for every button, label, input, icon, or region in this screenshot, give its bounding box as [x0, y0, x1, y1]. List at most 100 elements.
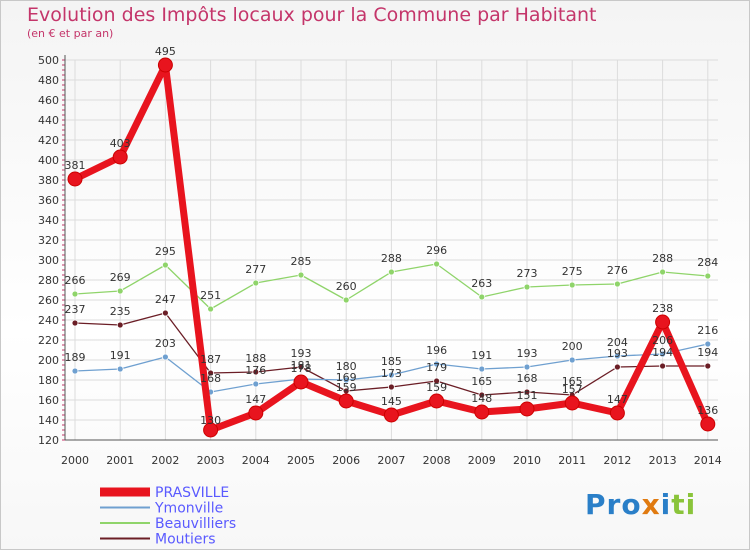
data-label: 216: [697, 324, 718, 337]
x-tick-label: 2002: [151, 454, 179, 467]
x-tick-label: 2001: [106, 454, 134, 467]
data-label: 159: [336, 381, 357, 394]
data-label: 273: [517, 267, 538, 280]
data-point-beauvilliers: [478, 293, 486, 301]
data-point-beauvilliers: [704, 272, 712, 280]
data-point-prasville: [67, 171, 83, 187]
data-point-prasville: [564, 395, 580, 411]
y-tick-label: 200: [38, 354, 59, 367]
data-label: 277: [245, 263, 266, 276]
data-point-ymonville: [387, 371, 395, 379]
x-tick-label: 2006: [332, 454, 360, 467]
data-point-prasville: [655, 314, 671, 330]
data-point-moutiers: [252, 368, 260, 376]
data-point-ymonville: [116, 365, 124, 373]
data-label: 284: [697, 256, 718, 269]
data-label: 148: [471, 392, 492, 405]
data-label: 173: [381, 367, 402, 380]
data-point-moutiers: [614, 363, 621, 371]
x-tick-label: 2003: [197, 454, 225, 467]
x-tick-label: 2014: [694, 454, 722, 467]
chart-subtitle: (en € et par an): [27, 27, 114, 40]
legend-label-beauvilliers: Beauvilliers: [155, 516, 236, 532]
data-point-ymonville: [659, 350, 666, 358]
data-point-moutiers: [207, 369, 215, 377]
data-label: 168: [517, 372, 538, 385]
data-label: 193: [291, 347, 312, 360]
data-point-moutiers: [523, 388, 531, 396]
y-tick-label: 140: [38, 414, 59, 427]
legend-label-prasville: PRASVILLE: [155, 485, 229, 501]
data-label: 191: [110, 349, 131, 362]
data-label: 191: [471, 349, 492, 362]
x-tick-label: 2013: [649, 454, 677, 467]
y-tick-label: 160: [38, 394, 59, 407]
data-point-beauvilliers: [387, 268, 395, 276]
data-point-beauvilliers: [207, 305, 215, 313]
data-label: 147: [245, 393, 266, 406]
data-point-moutiers: [161, 309, 169, 317]
y-tick-label: 300: [38, 254, 59, 267]
data-point-ymonville: [71, 367, 79, 375]
data-label: 178: [291, 362, 312, 375]
data-label: 495: [155, 45, 176, 58]
chart-title: Evolution des Impôts locaux pour la Comm…: [27, 4, 597, 26]
data-point-beauvilliers: [614, 280, 621, 288]
data-point-moutiers: [433, 377, 441, 385]
data-label: 168: [200, 372, 221, 385]
y-tick-label: 220: [38, 334, 59, 347]
y-tick-label: 420: [38, 134, 59, 147]
data-label: 193: [517, 347, 538, 360]
data-label: 193: [607, 347, 628, 360]
x-tick-label: 2004: [242, 454, 270, 467]
data-point-beauvilliers: [71, 290, 79, 298]
y-tick-label: 320: [38, 234, 59, 247]
data-point-prasville: [293, 374, 309, 390]
data-point-beauvilliers: [342, 296, 350, 304]
data-point-ymonville: [568, 356, 576, 364]
data-label: 251: [200, 289, 221, 302]
proxiti-logo: Proxiti: [585, 488, 697, 521]
x-tick-label: 2012: [603, 454, 631, 467]
data-point-moutiers: [387, 383, 395, 391]
data-label: 237: [65, 303, 86, 316]
y-tick-label: 440: [38, 114, 59, 127]
y-tick-label: 180: [38, 374, 59, 387]
y-tick-label: 260: [38, 294, 59, 307]
data-point-ymonville: [478, 365, 486, 373]
x-tick-label: 2005: [287, 454, 315, 467]
data-label: 247: [155, 293, 176, 306]
data-point-moutiers: [659, 362, 666, 370]
data-label: 235: [110, 305, 131, 318]
data-point-ymonville: [161, 353, 169, 361]
data-label: 295: [155, 245, 176, 258]
data-label: 179: [426, 361, 447, 374]
data-point-ymonville: [614, 352, 621, 360]
data-point-beauvilliers: [297, 271, 305, 279]
data-point-moutiers: [71, 319, 79, 327]
data-label: 288: [652, 252, 673, 265]
data-point-moutiers: [297, 363, 305, 371]
data-point-beauvilliers: [523, 283, 531, 291]
data-label: 187: [200, 353, 221, 366]
y-tick-label: 380: [38, 174, 59, 187]
data-point-prasville: [429, 393, 445, 409]
y-tick-label: 120: [38, 434, 59, 447]
data-label: 165: [562, 375, 583, 388]
data-label: 180: [336, 360, 357, 373]
data-label: 196: [426, 344, 447, 357]
data-label: 189: [65, 351, 86, 364]
data-point-moutiers: [704, 362, 712, 370]
data-label: 136: [697, 404, 718, 417]
data-label: 403: [110, 137, 131, 150]
data-point-moutiers: [478, 391, 486, 399]
x-tick-label: 2010: [513, 454, 541, 467]
data-label: 200: [562, 340, 583, 353]
data-label: 188: [245, 352, 266, 365]
data-point-moutiers: [116, 321, 124, 329]
data-label: 260: [336, 280, 357, 293]
data-point-beauvilliers: [161, 261, 169, 269]
data-label: 269: [110, 271, 131, 284]
